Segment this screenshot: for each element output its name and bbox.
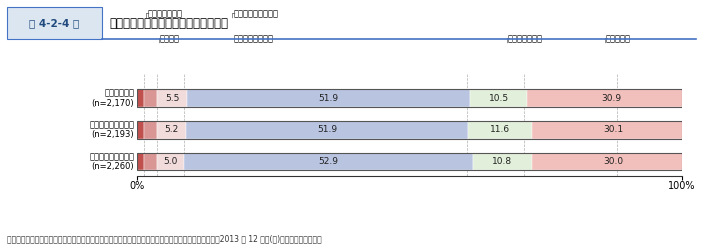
Bar bbox=[470, 89, 527, 107]
Bar bbox=[143, 153, 157, 170]
Text: 多すぎる: 多すぎる bbox=[160, 34, 180, 43]
Text: 51.9: 51.9 bbox=[318, 93, 339, 103]
Bar bbox=[157, 153, 184, 170]
Text: 5.5: 5.5 bbox=[165, 93, 179, 103]
Bar bbox=[137, 121, 143, 138]
Text: （ちょうど良い）: （ちょうど良い） bbox=[233, 34, 273, 43]
Bar bbox=[143, 121, 157, 138]
Bar bbox=[143, 89, 157, 107]
Text: 第 4-2-4 図: 第 4-2-4 図 bbox=[30, 18, 79, 28]
Bar bbox=[472, 153, 531, 170]
Bar bbox=[137, 121, 682, 138]
Text: 5.2: 5.2 bbox=[165, 125, 179, 134]
Text: やや少なすぎる: やや少なすぎる bbox=[508, 34, 543, 43]
Text: ┌: ┌ bbox=[230, 9, 235, 18]
Bar bbox=[468, 121, 531, 138]
Bar bbox=[157, 89, 187, 107]
Text: 30.0: 30.0 bbox=[603, 157, 624, 166]
Text: ┌: ┌ bbox=[143, 9, 148, 18]
Bar bbox=[187, 89, 470, 107]
Bar bbox=[184, 153, 472, 170]
Text: 資料：中小企業庁委託「中小企業・小規模企業者の経営実態及び事業承継に関するアンケート調査」（2013 年 12 月、(株)帝国データバンク）: 資料：中小企業庁委託「中小企業・小規模企業者の経営実態及び事業承継に関するアンケ… bbox=[7, 234, 322, 244]
Bar bbox=[137, 89, 143, 107]
Bar bbox=[186, 121, 468, 138]
Text: 中小企業・小規模事業者施策の情報量: 中小企業・小規模事業者施策の情報量 bbox=[109, 17, 228, 30]
Text: どちらとも言えない: どちらとも言えない bbox=[233, 9, 278, 18]
Bar bbox=[137, 89, 682, 107]
Text: ┌: ┌ bbox=[603, 34, 608, 43]
Text: 10.5: 10.5 bbox=[489, 93, 509, 103]
Bar bbox=[157, 121, 186, 138]
Text: 52.9: 52.9 bbox=[318, 157, 339, 166]
Bar bbox=[531, 153, 695, 170]
Text: 10.8: 10.8 bbox=[492, 157, 512, 166]
Text: 5.0: 5.0 bbox=[164, 157, 178, 166]
Text: 30.1: 30.1 bbox=[603, 125, 624, 134]
Text: 11.6: 11.6 bbox=[490, 125, 510, 134]
Bar bbox=[531, 121, 695, 138]
Text: ┌: ┌ bbox=[157, 34, 162, 43]
Bar bbox=[527, 89, 695, 107]
Text: 非常に多すぎる: 非常に多すぎる bbox=[147, 9, 182, 18]
Text: 51.9: 51.9 bbox=[317, 125, 337, 134]
Text: ┌: ┌ bbox=[505, 34, 510, 43]
Bar bbox=[137, 153, 143, 170]
Text: 少なすぎる: 少なすぎる bbox=[606, 34, 631, 43]
Bar bbox=[137, 153, 682, 170]
Text: 30.9: 30.9 bbox=[601, 93, 621, 103]
